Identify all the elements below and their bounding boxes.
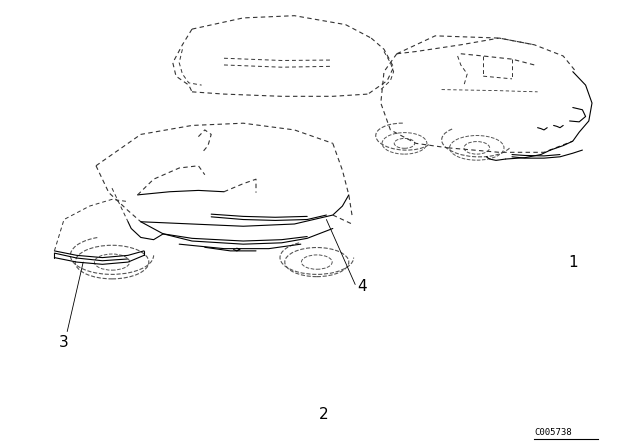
Text: 3: 3 xyxy=(59,335,69,350)
Text: C005738: C005738 xyxy=(534,428,572,437)
Text: 1: 1 xyxy=(568,254,578,270)
Text: 2: 2 xyxy=(318,407,328,422)
Text: 4: 4 xyxy=(356,279,367,294)
